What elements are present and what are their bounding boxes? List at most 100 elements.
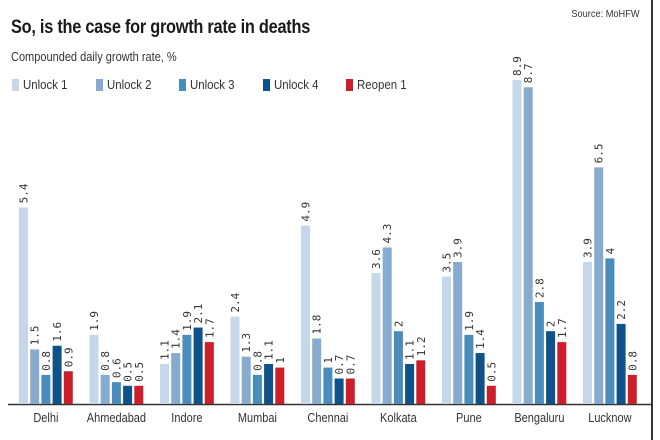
data-label: 6.5	[593, 143, 606, 163]
bar-group-lucknow: 3.9 6.5 4 2.2 0.8	[582, 143, 639, 404]
data-label: 2.1	[192, 304, 205, 324]
data-label: 3.9	[452, 238, 465, 258]
data-label: 1.1	[159, 340, 172, 360]
bar	[546, 331, 556, 404]
source-label: Source: MoHFW	[571, 8, 640, 20]
data-label: 0.9	[62, 347, 75, 367]
bar-group-indore: 1.11.41.92.11.7	[159, 304, 216, 404]
bar	[100, 374, 110, 404]
data-label: 8.7	[522, 63, 535, 83]
data-label: 1.7	[203, 318, 216, 338]
x-tick-label: Mumbai	[238, 411, 277, 425]
legend-item-reopen-1: Reopen 1	[346, 77, 413, 92]
x-tick-label: Kolkata	[380, 411, 417, 425]
legend-item-unlock-4: Unlock 4	[262, 77, 325, 92]
data-label: 0.8	[251, 351, 264, 371]
data-label: 4	[604, 247, 617, 254]
x-tick-label: Bengaluru	[514, 411, 564, 425]
bar	[345, 378, 355, 404]
bar	[264, 363, 274, 404]
bar	[464, 334, 474, 404]
bar	[52, 345, 62, 404]
bar	[111, 382, 121, 404]
bar	[134, 385, 144, 404]
bar	[405, 363, 415, 404]
data-label: 0.5	[133, 362, 146, 382]
bar-group-pune: 3.53.9 1.91.4 0.5	[441, 238, 498, 404]
bar	[193, 327, 203, 404]
bar	[371, 272, 381, 404]
legend-label: Unlock 1	[23, 77, 68, 92]
bar	[382, 247, 392, 404]
data-label: 0.5	[485, 362, 498, 382]
bar	[41, 374, 51, 404]
bar	[523, 87, 533, 405]
legend: Unlock 1 Unlock 2 Unlock 3 Unlock 4 Reop…	[12, 77, 436, 92]
data-label: 2.4	[229, 292, 242, 312]
data-label: 1.4	[170, 329, 183, 349]
chart-title: So, is the case for growth rate in death…	[11, 17, 311, 38]
data-label: 5.4	[18, 183, 31, 203]
legend-label: Reopen 1	[357, 77, 407, 92]
bar-group-bengaluru: 8.98.7 2.8 21.7	[511, 56, 569, 405]
data-label: 1	[322, 357, 335, 364]
data-label: 0.8	[40, 351, 53, 371]
bar	[160, 363, 169, 404]
data-label: 2.2	[615, 300, 628, 320]
data-label: 8.9	[511, 56, 524, 76]
data-label: 1.9	[463, 311, 476, 331]
x-tick-label: Chennai	[307, 411, 348, 425]
data-label: 0.7	[344, 355, 357, 375]
bar	[301, 225, 310, 404]
legend-item-unlock-2: Unlock 2	[95, 77, 158, 92]
data-label: 2	[392, 321, 405, 328]
bar	[512, 80, 522, 404]
x-tick-label: Indore	[171, 411, 203, 425]
bar	[89, 334, 99, 404]
data-label: 3.6	[370, 249, 383, 269]
data-label: 1	[274, 357, 287, 364]
bar	[583, 262, 592, 404]
x-tick-label: Delhi	[33, 411, 58, 425]
bar-group-ahmedabad: 1.90.80.60.50.5	[88, 311, 146, 404]
bar	[605, 258, 615, 404]
bar	[534, 302, 544, 404]
data-label: 1.8	[311, 315, 324, 335]
data-label: 1.1	[404, 340, 417, 360]
data-label: 2	[545, 321, 558, 328]
data-label: 1.2	[415, 336, 428, 356]
legend-swatch	[346, 78, 354, 91]
legend-label: Unlock 2	[106, 77, 152, 92]
bar	[204, 342, 214, 404]
bar-group-mumbai: 2.4 1.30.81.11	[229, 292, 287, 404]
bar	[453, 262, 463, 404]
data-label: 0.8	[626, 351, 639, 371]
x-tick-label: Ahmedabad	[87, 411, 146, 425]
bar	[123, 385, 133, 404]
chart-subtitle: Compounded daily growth rate, %	[11, 50, 177, 64]
data-label: 1.6	[51, 322, 64, 342]
data-label: 3.5	[441, 253, 454, 273]
data-label: 2.8	[533, 278, 546, 298]
bar	[486, 385, 496, 404]
bar-group-kolkata: 3.6 4.3 2 1.11.2	[370, 224, 428, 404]
x-tick-label: Pune	[456, 411, 482, 425]
data-label: 0.8	[99, 351, 112, 371]
legend-swatch	[95, 78, 103, 91]
legend-label: Unlock 3	[190, 77, 235, 92]
data-label: 1.9	[88, 311, 101, 331]
frame-border	[651, 0, 653, 440]
bar	[182, 334, 192, 404]
bar	[416, 360, 426, 404]
bar	[442, 276, 451, 404]
bar	[334, 378, 344, 404]
data-label: 0.5	[122, 362, 135, 382]
bar	[557, 342, 567, 404]
bar	[323, 367, 333, 404]
data-label: 1.7	[556, 318, 569, 338]
bar-group-delhi: 5.4 1.5 0.8 1.6 0.9	[18, 183, 75, 404]
bar	[627, 374, 637, 404]
legend-item-unlock-3: Unlock 3	[179, 77, 241, 92]
data-label: 1.9	[181, 311, 194, 331]
